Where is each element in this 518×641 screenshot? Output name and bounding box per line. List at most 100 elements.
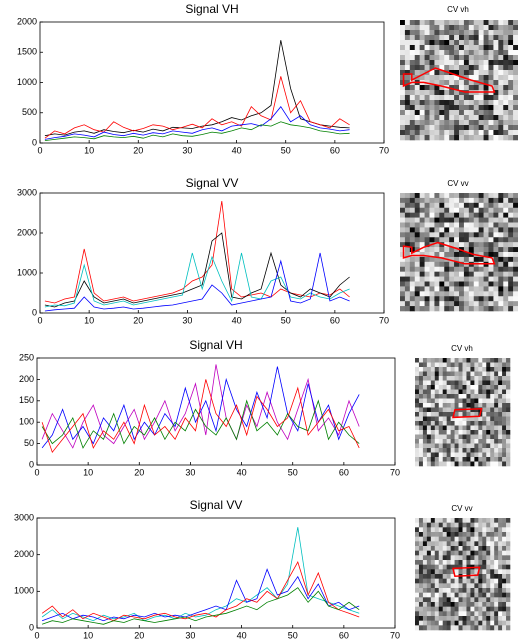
image-pixel [444, 75, 450, 81]
image-pixel [439, 202, 445, 209]
image-pixel [446, 403, 451, 408]
image-pixel [438, 439, 444, 444]
image-pixel [498, 398, 503, 404]
image-pixel [426, 546, 432, 551]
image-pixel [409, 60, 416, 66]
image-pixel [409, 237, 416, 243]
image-pixel [493, 281, 499, 287]
image-pixel [470, 518, 475, 523]
image-pixel [462, 588, 467, 593]
image-pixel [418, 625, 424, 631]
image-pixel [450, 550, 455, 556]
image-pixel [498, 197, 504, 204]
image-pixel [458, 569, 463, 575]
image-pixel [442, 358, 447, 363]
image-pixel [458, 358, 463, 363]
image-pixel [400, 50, 406, 56]
image-pixel [459, 105, 465, 111]
image-pixel [419, 100, 425, 106]
image-pixel [513, 115, 518, 121]
image-pixel [478, 301, 484, 307]
image-pixel [474, 367, 479, 372]
image-pixel [466, 606, 471, 612]
image-pixel [422, 457, 428, 462]
image-pixel [444, 261, 450, 268]
image-pixel [470, 546, 475, 551]
image-pixel [494, 606, 499, 612]
image-pixel [414, 120, 420, 126]
image-pixel [414, 135, 420, 141]
image-pixel [506, 532, 511, 537]
image-pixel [502, 434, 507, 440]
image-pixel [486, 532, 491, 537]
image-pixel [446, 412, 451, 417]
image-pixel [409, 286, 416, 292]
x-tick-label: 50 [281, 315, 291, 325]
image-pixel [493, 45, 499, 51]
image-pixel [429, 197, 435, 204]
image-pixel [418, 367, 424, 372]
image-pixel [430, 461, 436, 467]
y-tick-label: 0 [32, 137, 37, 147]
image-pixel [449, 65, 455, 71]
image-pixel [434, 306, 440, 312]
image-pixel [470, 421, 475, 426]
image-pixel [478, 606, 483, 612]
image-pixel [502, 606, 507, 612]
image-pixel [430, 522, 436, 528]
image-pixel [429, 100, 435, 106]
image-pixel [463, 227, 470, 233]
image-pixel [468, 207, 475, 213]
image-pixel [442, 606, 447, 612]
image-pixel [429, 80, 435, 86]
image-pixel [458, 602, 463, 607]
image-pixel [454, 522, 459, 528]
image-pixel [444, 222, 450, 228]
image-pixel [478, 578, 483, 584]
image-pixel [458, 416, 463, 422]
image-pixel [429, 301, 435, 307]
image-pixel [498, 461, 503, 467]
image-pixel [419, 115, 425, 121]
image-pixel [434, 286, 440, 292]
image-pixel [462, 425, 467, 431]
image-pixel [473, 222, 479, 228]
image-pixel [419, 60, 425, 66]
image-pixel [468, 55, 475, 61]
image-pixel [415, 625, 420, 631]
image-pixel [462, 398, 467, 404]
image-pixel [424, 286, 430, 292]
image-pixel [438, 569, 444, 575]
image-pixel [446, 546, 451, 551]
image-pixel [503, 202, 509, 209]
image-pixel [449, 110, 455, 116]
image-pixel [486, 550, 491, 556]
image-pixel [449, 20, 455, 26]
image-pixel [414, 35, 420, 41]
image-pixel [414, 301, 420, 307]
image-pixel [454, 367, 459, 372]
image-pixel [482, 588, 487, 593]
image-pixel [468, 45, 475, 51]
image-pixel [508, 75, 514, 81]
image-pixel [498, 266, 504, 272]
image-pixel [482, 555, 487, 561]
image-pixel [459, 222, 465, 228]
image-pixel [434, 90, 440, 96]
image-pixel [446, 592, 451, 598]
image-pixel [446, 611, 451, 617]
image-pixel [429, 40, 435, 46]
image-pixel [498, 578, 503, 584]
image-pixel [419, 227, 425, 233]
image-pixel [494, 448, 499, 453]
image-pixel [468, 85, 475, 91]
image-pixel [449, 120, 455, 126]
image-pixel [450, 407, 455, 413]
image-pixel [468, 80, 475, 86]
image-pixel [473, 197, 479, 204]
image-pixel [474, 376, 479, 381]
image-pixel [446, 616, 451, 621]
image-pixel [446, 380, 451, 386]
image-pixel [493, 232, 499, 238]
image-pixel [444, 207, 450, 213]
